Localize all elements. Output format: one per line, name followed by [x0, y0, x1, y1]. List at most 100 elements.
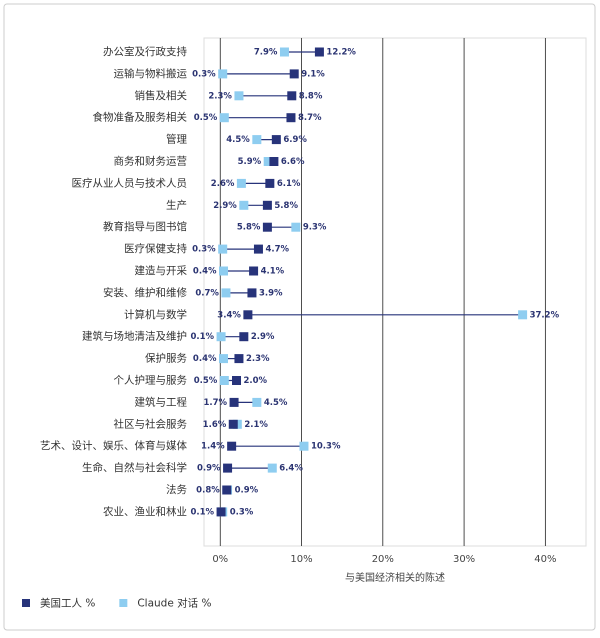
- x-tick-label: 20%: [372, 554, 394, 565]
- marker: [219, 113, 229, 123]
- marker: [265, 178, 275, 188]
- marker: [243, 310, 253, 320]
- category-label: 办公室及行政支持: [103, 45, 187, 58]
- value-label: 6.9%: [283, 135, 307, 145]
- marker: [228, 419, 238, 429]
- marker: [291, 222, 301, 232]
- marker: [279, 47, 289, 57]
- value-label: 2.3%: [246, 354, 270, 364]
- category-label: 计算机与数学: [124, 308, 187, 321]
- marker: [218, 244, 228, 254]
- marker: [239, 332, 249, 342]
- marker: [234, 91, 244, 101]
- category-label: 运输与物料搬运: [114, 67, 188, 80]
- marker: [232, 376, 242, 385]
- category-label: 食物准备及服务相关: [93, 111, 188, 124]
- marker: [299, 441, 309, 451]
- x-tick-label: 40%: [534, 554, 556, 565]
- frame: [3, 3, 596, 631]
- category-label: 销售及相关: [135, 89, 188, 102]
- marker: [262, 200, 272, 210]
- category-label: 个人护理与服务: [114, 374, 188, 387]
- value-label: 1.6%: [203, 420, 227, 430]
- marker: [253, 244, 263, 254]
- marker: [222, 485, 232, 495]
- marker: [236, 178, 246, 188]
- marker: [269, 157, 279, 166]
- category-label: 建筑与场地清洁及维护: [82, 330, 187, 343]
- marker: [247, 288, 257, 298]
- value-label: 12.2%: [326, 48, 356, 58]
- value-label: 2.9%: [213, 201, 237, 211]
- value-label: 0.3%: [192, 69, 216, 79]
- marker: [216, 332, 226, 342]
- marker: [219, 266, 229, 276]
- value-label: 2.3%: [208, 91, 232, 101]
- value-label: 1.7%: [203, 398, 227, 408]
- value-label: 2.9%: [251, 332, 275, 342]
- value-label: 7.9%: [254, 48, 278, 58]
- marker: [267, 463, 277, 473]
- value-label: 0.5%: [194, 113, 218, 123]
- value-label: 9.3%: [303, 223, 327, 233]
- marker: [263, 157, 273, 166]
- marker: [219, 354, 229, 364]
- category-label: 建造与开采: [135, 264, 188, 277]
- marker: [249, 266, 259, 276]
- category-label: 商务和财务运营: [114, 155, 188, 168]
- value-label: 2.0%: [244, 376, 268, 386]
- category-label: 安装、维护和维修: [103, 286, 187, 299]
- x-tick-label: 30%: [453, 554, 475, 565]
- value-label: 0.9%: [235, 486, 259, 496]
- value-label: 2.6%: [211, 179, 235, 189]
- category-label: 医疗从业人员与技术人员: [72, 176, 188, 189]
- marker: [221, 288, 231, 298]
- marker: [289, 69, 299, 79]
- marker: [252, 135, 262, 145]
- marker: [271, 135, 281, 145]
- category-label: 法务: [166, 483, 187, 496]
- value-label: 4.5%: [264, 398, 288, 408]
- marker: [227, 441, 237, 451]
- legend-swatch: [119, 599, 128, 607]
- marker: [314, 47, 324, 57]
- value-label: 4.1%: [261, 267, 285, 277]
- value-label: 1.4%: [201, 442, 225, 452]
- value-label: 5.9%: [238, 157, 262, 167]
- value-label: 0.7%: [195, 288, 219, 298]
- value-label: 8.7%: [298, 113, 322, 123]
- category-label: 管理: [166, 133, 187, 146]
- legend-label: Claude 对话 %: [137, 597, 211, 610]
- marker: [518, 310, 528, 320]
- plot-frame: [203, 37, 587, 547]
- value-label: 6.1%: [277, 179, 301, 189]
- value-label: 4.7%: [265, 245, 289, 255]
- legend-label: 美国工人 %: [40, 597, 95, 610]
- value-label: 4.5%: [226, 135, 250, 145]
- value-label: 5.8%: [237, 223, 261, 233]
- marker: [262, 222, 272, 232]
- x-axis-title: 与美国经济相关的陈述: [345, 571, 445, 584]
- value-label: 3.9%: [259, 288, 283, 298]
- value-label: 0.4%: [193, 354, 217, 364]
- category-label: 艺术、设计、娱乐、体育与媒体: [40, 439, 187, 452]
- legend-swatch: [22, 599, 30, 607]
- value-label: 0.3%: [192, 245, 216, 255]
- category-label: 保护服务: [145, 352, 187, 365]
- marker: [223, 463, 233, 473]
- value-label: 6.4%: [279, 464, 303, 474]
- marker: [234, 354, 244, 364]
- value-label: 2.1%: [244, 420, 268, 430]
- category-label: 农业、渔业和林业: [103, 505, 187, 518]
- value-label: 5.8%: [274, 201, 298, 211]
- category-label: 教育指导与图书馆: [103, 220, 187, 233]
- category-label: 生产: [166, 198, 187, 211]
- marker: [229, 397, 239, 407]
- marker: [216, 507, 226, 517]
- value-label: 0.5%: [194, 376, 218, 386]
- value-label: 0.9%: [197, 464, 221, 474]
- x-tick-label: 0%: [212, 554, 228, 565]
- category-label: 建筑与工程: [135, 395, 188, 408]
- value-label: 0.8%: [196, 486, 220, 496]
